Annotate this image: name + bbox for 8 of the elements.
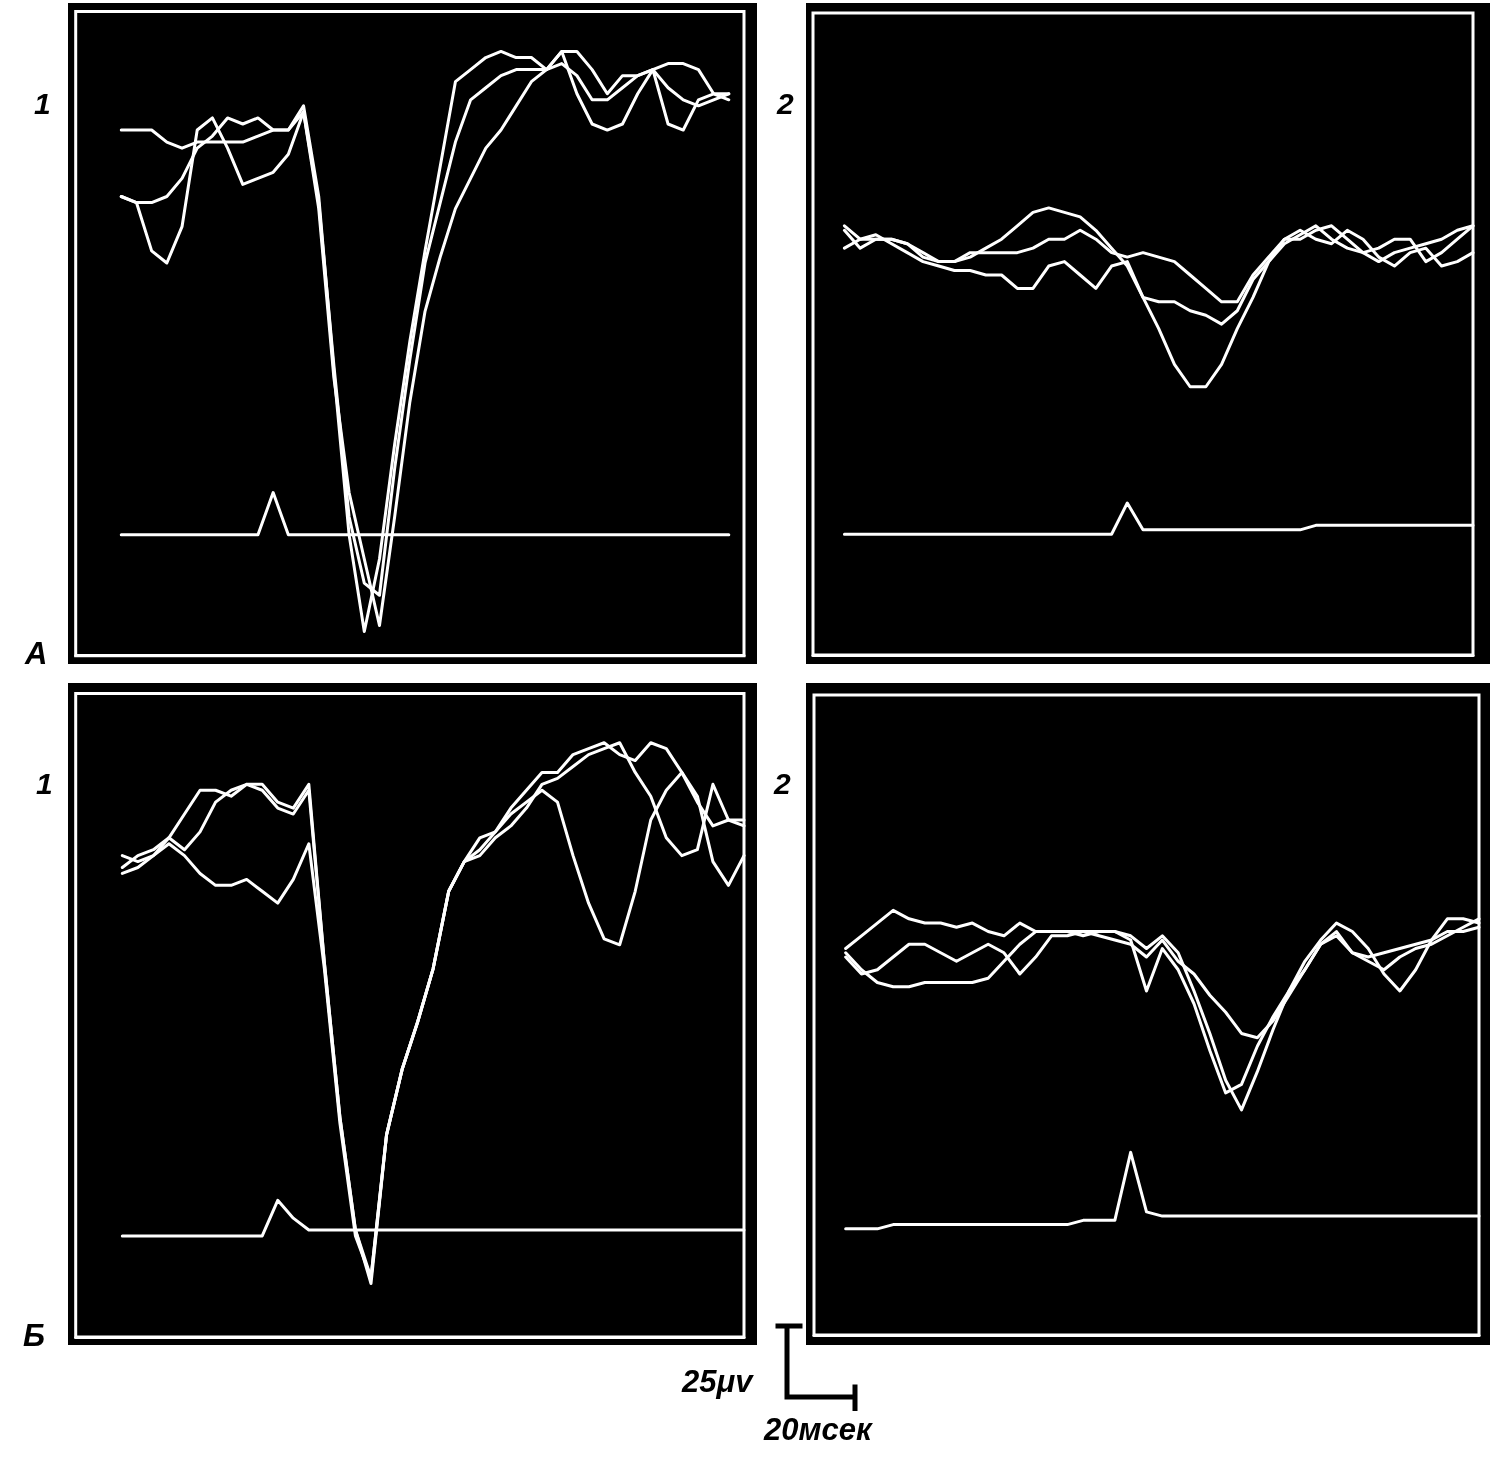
text: 25μv	[681, 1364, 755, 1399]
chart-title: 2	[776, 86, 794, 120]
text: A	[24, 636, 48, 671]
text: 1	[34, 86, 51, 120]
chart-title: 2	[773, 766, 791, 800]
text: 1	[36, 766, 53, 800]
text: 20мсек	[763, 1412, 873, 1447]
text: Б	[23, 1318, 45, 1353]
